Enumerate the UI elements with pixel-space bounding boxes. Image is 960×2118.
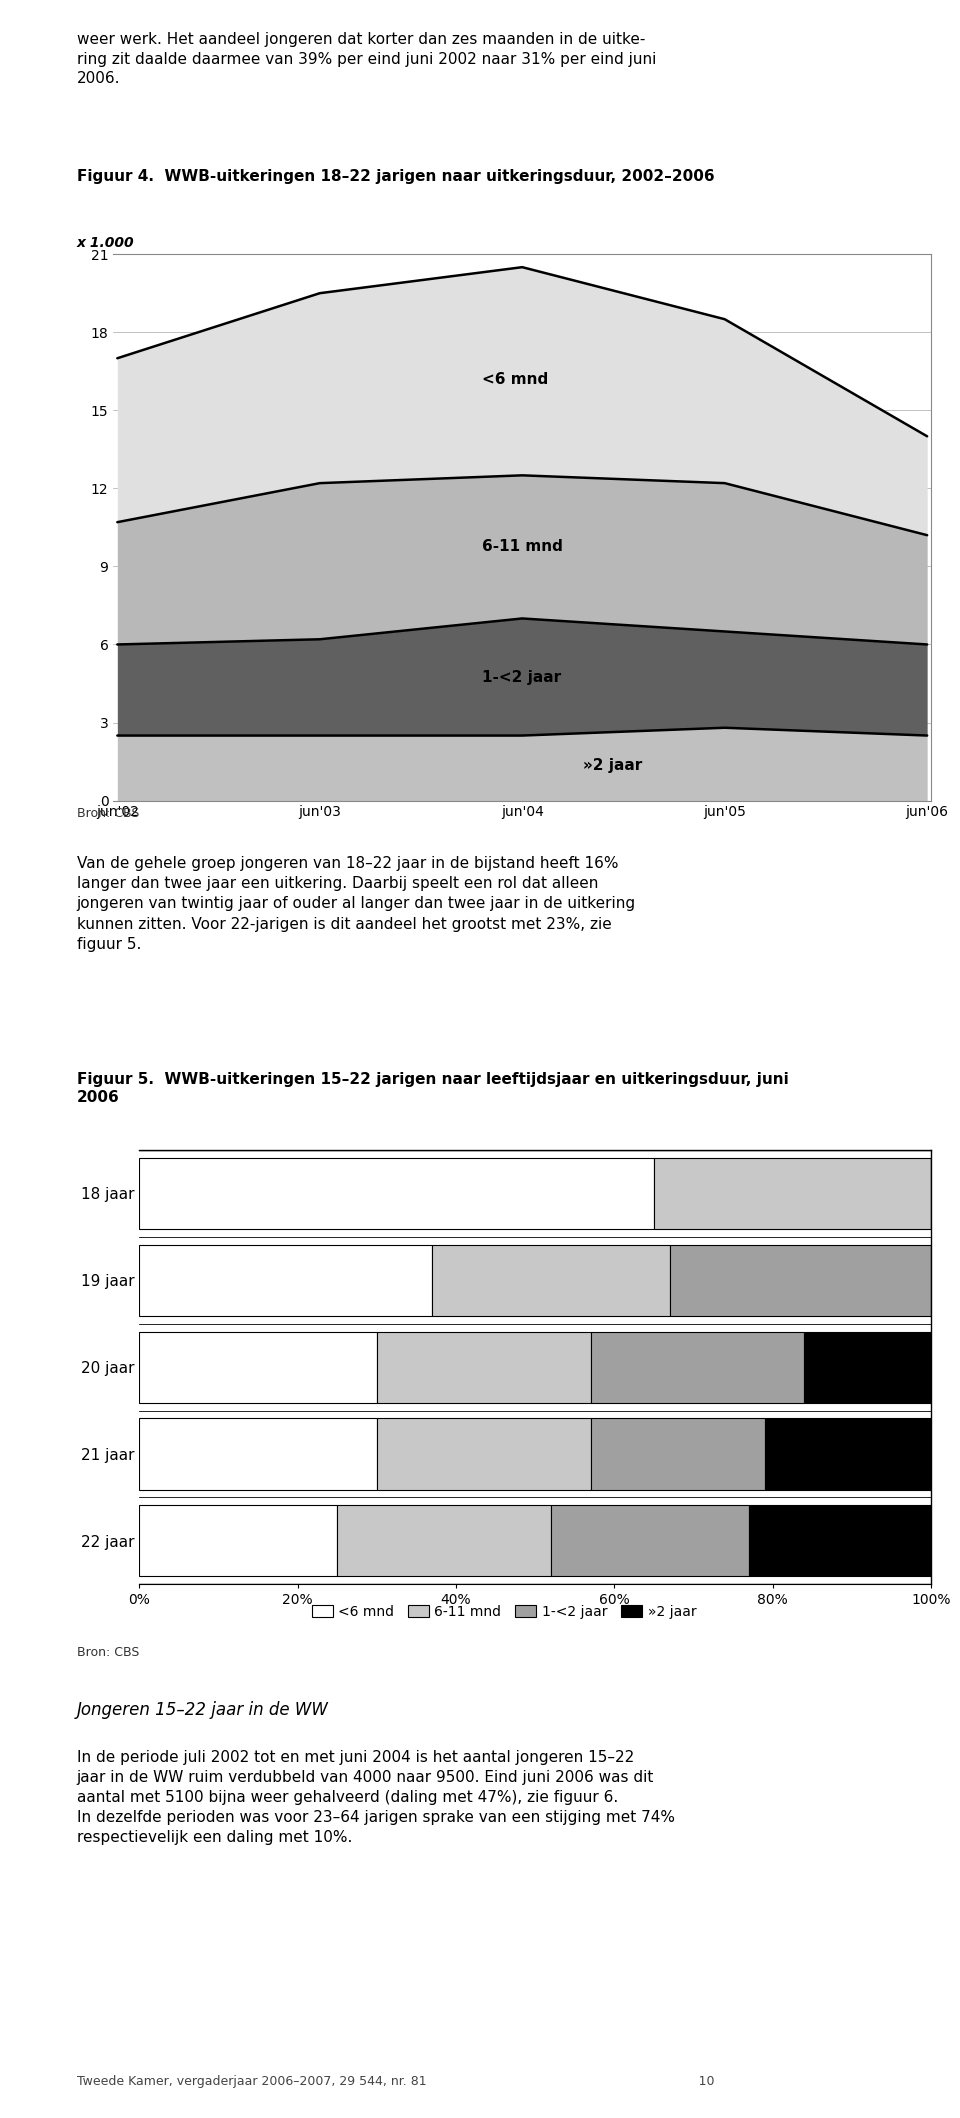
Bar [139,1419,376,1489]
Bar [590,1419,765,1489]
Text: Bron: CBS: Bron: CBS [77,1646,139,1658]
Bar [590,1332,804,1402]
Text: Figuur 4.  WWB-uitkeringen 18–22 jarigen naar uitkeringsduur, 2002–2006: Figuur 4. WWB-uitkeringen 18–22 jarigen … [77,169,714,184]
Bar [654,1159,931,1228]
Bar [670,1245,931,1315]
Text: Jongeren 15–22 jaar in de WW: Jongeren 15–22 jaar in de WW [77,1701,328,1718]
Text: Bron: CBS: Bron: CBS [77,807,139,820]
Text: Figuur 5.  WWB-uitkeringen 15–22 jarigen naar leeftijdsjaar en uitkeringsduur, j: Figuur 5. WWB-uitkeringen 15–22 jarigen … [77,1072,788,1106]
Bar [749,1506,931,1576]
Bar [376,1332,590,1402]
Text: 1-<2 jaar: 1-<2 jaar [482,669,561,684]
Text: 6-11 mnd: 6-11 mnd [482,540,563,555]
Bar [139,1506,337,1576]
Text: In de periode juli 2002 tot en met juni 2004 is het aantal jongeren 15–22
jaar i: In de periode juli 2002 tot en met juni … [77,1749,675,1845]
Bar [432,1245,670,1315]
Text: »2 jaar: »2 jaar [583,758,642,773]
Bar [551,1506,749,1576]
Bar [376,1419,590,1489]
Bar [139,1332,376,1402]
Bar [765,1419,931,1489]
Bar [139,1245,432,1315]
Bar [139,1159,654,1228]
Text: <6 mnd: <6 mnd [482,371,548,388]
Text: weer werk. Het aandeel jongeren dat korter dan zes maanden in de uitke-
ring zit: weer werk. Het aandeel jongeren dat kort… [77,32,657,87]
Bar [804,1332,931,1402]
Bar [337,1506,551,1576]
Legend: <6 mnd, 6-11 mnd, 1-<2 jaar, »2 jaar: <6 mnd, 6-11 mnd, 1-<2 jaar, »2 jaar [306,1599,702,1625]
Text: Van de gehele groep jongeren van 18–22 jaar in de bijstand heeft 16%
langer dan : Van de gehele groep jongeren van 18–22 j… [77,856,636,953]
Text: Tweede Kamer, vergaderjaar 2006–2007, 29 544, nr. 81                            : Tweede Kamer, vergaderjaar 2006–2007, 29… [77,2076,714,2088]
Text: x 1.000: x 1.000 [77,235,134,250]
